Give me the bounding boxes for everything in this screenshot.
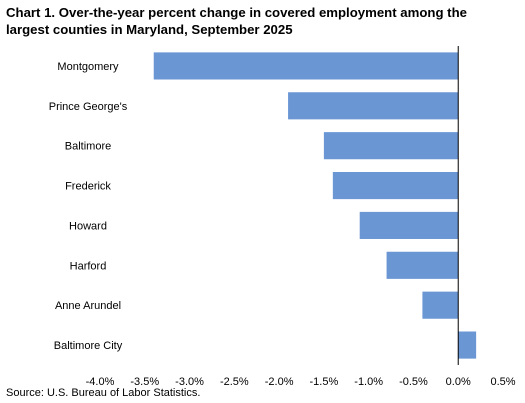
category-label: Howard (69, 220, 107, 232)
bar (458, 331, 477, 359)
bar (332, 172, 459, 200)
bar (288, 92, 459, 120)
bar (359, 211, 459, 239)
category-label: Baltimore City (54, 340, 123, 352)
bar (153, 52, 459, 80)
bar (386, 251, 459, 279)
x-tick-label: -3.0% (175, 376, 204, 388)
x-tick-label: -2.0% (265, 376, 294, 388)
x-tick-label: -1.0% (354, 376, 383, 388)
x-tick-label: -2.5% (220, 376, 249, 388)
chart-title: Chart 1. Over-the-year percent change in… (6, 5, 467, 37)
category-label: Montgomery (57, 61, 119, 73)
x-tick-label: 0.0% (446, 376, 471, 388)
category-label: Prince George's (49, 101, 128, 113)
bar (422, 291, 459, 319)
x-tick-label: 0.5% (490, 376, 515, 388)
category-label: Anne Arundel (55, 300, 121, 312)
x-tick-label: -0.5% (399, 376, 428, 388)
category-label: Baltimore (65, 141, 111, 153)
x-tick-label: -4.0% (86, 376, 115, 388)
x-tick-label: -1.5% (310, 376, 339, 388)
category-label: Frederick (65, 181, 111, 193)
x-tick-label: -3.5% (130, 376, 159, 388)
chart-source: Source: U.S. Bureau of Labor Statistics. (6, 387, 201, 399)
bar (323, 132, 459, 160)
category-label: Harford (70, 260, 107, 272)
